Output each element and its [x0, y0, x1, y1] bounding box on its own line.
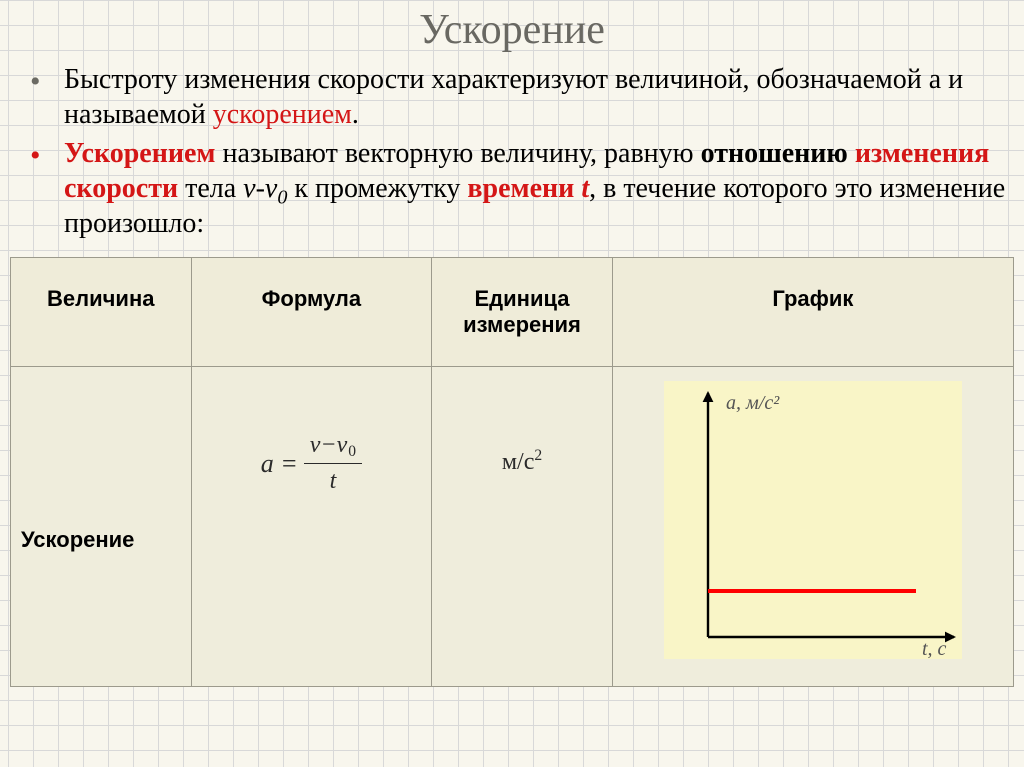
definition-table: ВеличинаФормулаЕдиница измеренияГрафик У…	[10, 257, 1014, 687]
row-label: Ускорение	[11, 367, 192, 687]
svg-text:a, м/с²: a, м/с²	[726, 392, 780, 414]
bullet-text: Ускорением называют векторную величину, …	[64, 136, 1006, 241]
acceleration-graph: a, м/с² t, с	[664, 381, 962, 659]
bullet-dot-icon: •	[30, 62, 64, 100]
unit-cell: м/с2	[432, 367, 613, 687]
table-header: Формула	[191, 258, 432, 367]
graph-cell: a, м/с² t, с	[612, 367, 1013, 687]
table-header: Величина	[11, 258, 192, 367]
bullet-item: •Быстроту изменения скорости характеризу…	[30, 62, 1006, 132]
bullet-text: Быстроту изменения скорости характеризую…	[64, 62, 1006, 132]
table-header: Единица измерения	[432, 258, 613, 367]
slide-title: Ускорение	[0, 6, 1024, 54]
svg-text:t, с: t, с	[922, 638, 947, 659]
acceleration-formula: a = v − v0 t	[261, 432, 362, 495]
formula-cell: a = v − v0 t	[191, 367, 432, 687]
bullet-dot-icon: •	[30, 136, 64, 174]
bullet-list: •Быстроту изменения скорости характеризу…	[0, 62, 1024, 241]
table-header: График	[612, 258, 1013, 367]
bullet-item: •Ускорением называют векторную величину,…	[30, 136, 1006, 241]
